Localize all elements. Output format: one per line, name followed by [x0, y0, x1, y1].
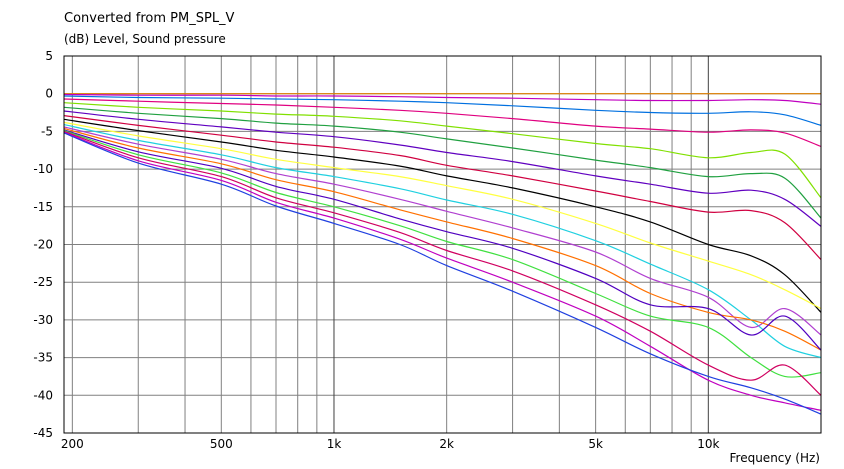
- chart-title: Converted from PM_SPL_V: [64, 11, 235, 26]
- series-lines: [63, 93, 822, 415]
- y-tick-label: -40: [33, 388, 53, 402]
- series-line-16: [63, 130, 822, 396]
- y-tick-label: -5: [41, 124, 53, 138]
- series-line-17: [63, 131, 822, 411]
- series-line-6: [63, 106, 822, 219]
- series-line-11: [63, 124, 822, 359]
- series-line-10: [63, 121, 822, 310]
- y-tick-label: -15: [33, 200, 53, 214]
- series-line-14: [63, 129, 822, 351]
- x-tick-label: 1k: [327, 437, 342, 451]
- series-line-13: [63, 127, 822, 351]
- series-line-9: [63, 118, 822, 313]
- y-tick-label: -25: [33, 275, 53, 289]
- y-tick-label: -45: [33, 426, 53, 440]
- y-tick-label: -20: [33, 238, 53, 252]
- x-tick-label: 500: [210, 437, 233, 451]
- x-tick-label: 2k: [439, 437, 454, 451]
- series-line-2: [63, 93, 822, 105]
- y-axis-label: (dB) Level, Sound pressure: [64, 32, 226, 46]
- y-tick-label: -35: [33, 351, 53, 365]
- series-line-18: [63, 132, 822, 415]
- series-line-8: [63, 115, 822, 261]
- x-tick-labels: 200 500 1k 2k 5k 10k: [61, 437, 720, 451]
- series-line-4: [63, 98, 822, 148]
- series-line-7: [63, 110, 822, 227]
- series-line-15: [63, 130, 822, 378]
- series-line-12: [63, 126, 822, 336]
- y-tick-label: -10: [33, 162, 53, 176]
- y-tick-label: 5: [45, 49, 53, 63]
- x-tick-label: 5k: [588, 437, 603, 451]
- x-tick-label: 200: [61, 437, 84, 451]
- plot-frame: [63, 55, 822, 434]
- x-tick-label: 10k: [697, 437, 719, 451]
- series-line-5: [63, 102, 822, 199]
- series-line-3: [63, 95, 822, 126]
- x-axis-label: Frequency (Hz): [730, 451, 821, 465]
- y-tick-label: -30: [33, 313, 53, 327]
- y-tick-labels: 5 0 -5 -10 -15 -20 -25 -30 -35 -40 -45: [33, 49, 53, 440]
- y-tick-label: 0: [45, 87, 53, 101]
